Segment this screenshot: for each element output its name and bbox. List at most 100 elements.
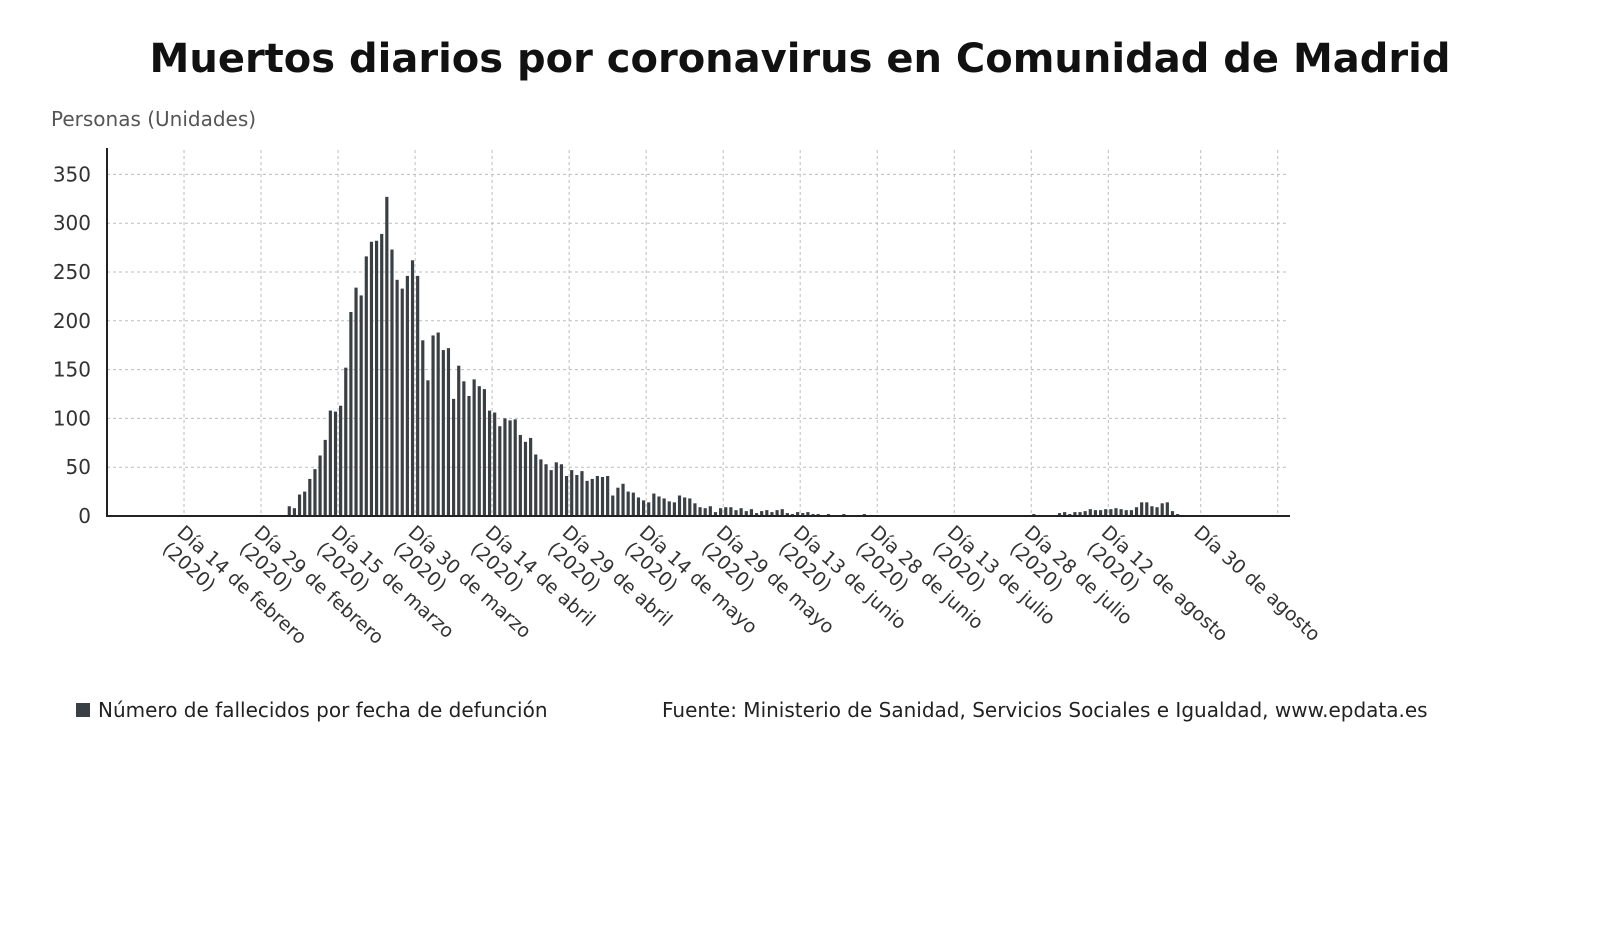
- bar: [1150, 506, 1154, 516]
- bar: [308, 478, 312, 516]
- legend: Número de fallecidos por fecha de defunc…: [76, 698, 548, 722]
- bar: [318, 455, 322, 516]
- y-axis-ticks: 0 50 100 150 200 250 300 350: [53, 162, 91, 528]
- bars: [287, 196, 1185, 517]
- bar: [344, 367, 348, 516]
- bar: [719, 508, 723, 516]
- bar: [287, 506, 291, 516]
- bar: [801, 513, 805, 516]
- legend-swatch: [76, 703, 90, 717]
- bar: [1119, 509, 1123, 516]
- bar: [390, 249, 394, 517]
- bar: [760, 511, 764, 516]
- bar: [364, 256, 368, 516]
- bar: [724, 507, 728, 516]
- bar: [385, 196, 389, 516]
- bar: [647, 502, 651, 516]
- bar: [606, 475, 610, 516]
- bar-chart: 0 50 100 150 200 250 300 350 Día 14 de febrero(…: [53, 148, 1324, 649]
- bar: [1170, 511, 1175, 516]
- bar: [472, 379, 476, 516]
- bar: [441, 350, 445, 516]
- bar: [765, 510, 769, 516]
- bar: [657, 496, 661, 516]
- bar: [452, 398, 456, 516]
- bar: [303, 491, 307, 516]
- y-tick-label: 50: [66, 455, 91, 479]
- bar: [498, 426, 502, 516]
- bar: [462, 381, 466, 516]
- bar: [641, 500, 646, 516]
- y-tick-label: 300: [53, 211, 91, 235]
- bar: [580, 471, 584, 516]
- bar: [1155, 507, 1159, 516]
- bar: [431, 335, 435, 516]
- bar: [349, 312, 353, 516]
- bar: [534, 454, 538, 516]
- bar: [698, 507, 702, 516]
- bar: [554, 462, 558, 516]
- bar: [626, 491, 630, 516]
- bar: [585, 480, 589, 516]
- bar: [600, 476, 605, 516]
- bar: [297, 494, 302, 516]
- bar: [1057, 513, 1062, 516]
- bar: [662, 498, 666, 516]
- x-axis-ticks: Día 14 de febrero(2020) Día 29 de febrero…: [158, 521, 1324, 649]
- bar: [688, 498, 692, 516]
- bar: [426, 380, 430, 516]
- bar: [636, 497, 641, 516]
- bar: [1088, 509, 1092, 516]
- bar: [549, 470, 553, 516]
- bar: [323, 439, 327, 516]
- bar: [380, 233, 384, 516]
- bar: [667, 501, 671, 516]
- bar: [693, 503, 697, 516]
- bar: [369, 241, 374, 517]
- bar: [508, 420, 512, 516]
- bar: [575, 475, 579, 516]
- bar: [1124, 510, 1128, 516]
- bar: [570, 470, 574, 516]
- bar: [1098, 510, 1103, 516]
- bar: [775, 510, 779, 516]
- legend-label: Número de fallecidos por fecha de defunc…: [98, 698, 548, 722]
- bar: [436, 332, 440, 516]
- bar: [1093, 510, 1098, 516]
- bar: [796, 512, 800, 516]
- bar: [328, 410, 332, 516]
- bar: [754, 513, 759, 516]
- bar: [1160, 503, 1164, 516]
- bar: [734, 510, 738, 516]
- bar: [1078, 512, 1082, 516]
- bar: [780, 509, 784, 516]
- bar: [354, 287, 358, 516]
- bar: [400, 288, 404, 516]
- bar: [1165, 502, 1169, 516]
- bar: [1134, 507, 1139, 516]
- axes: [106, 148, 1290, 517]
- bar: [739, 508, 743, 516]
- bar: [744, 511, 748, 516]
- bar: [523, 441, 528, 516]
- bar: [677, 495, 682, 516]
- bar: [1140, 502, 1144, 516]
- y-tick-label: 350: [53, 162, 91, 186]
- bar: [1109, 509, 1113, 516]
- y-axis-label: Personas (Unidades): [51, 107, 257, 131]
- source-text: Fuente: Ministerio de Sanidad, Servicios…: [662, 698, 1428, 722]
- bar: [544, 464, 548, 516]
- bar: [457, 365, 461, 516]
- bar: [713, 512, 718, 516]
- bar: [621, 483, 625, 516]
- bar: [518, 434, 522, 516]
- bar: [421, 340, 425, 516]
- bar: [708, 506, 712, 516]
- y-tick-label: 150: [53, 358, 91, 382]
- y-tick-label: 250: [53, 260, 91, 284]
- bar: [703, 508, 707, 516]
- bar: [405, 275, 409, 516]
- bar: [313, 469, 317, 516]
- bar: [564, 475, 569, 516]
- bar: [467, 395, 471, 516]
